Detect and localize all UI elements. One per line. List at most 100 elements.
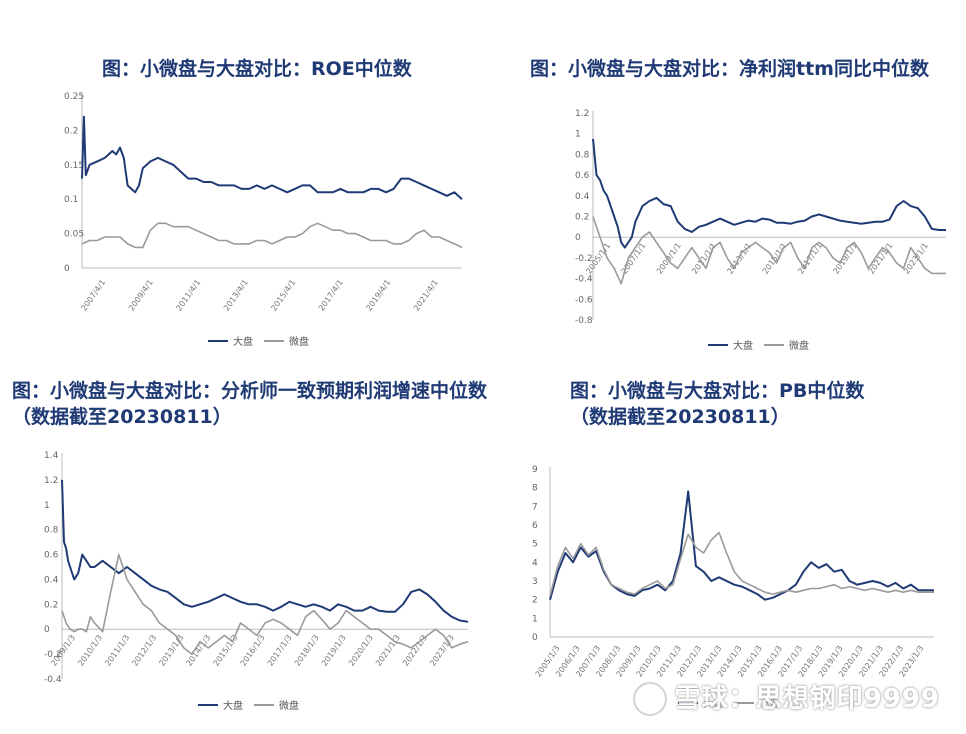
chart4-subtitle: （数据截至20230811） xyxy=(570,406,790,428)
x-tick-label: 2012/1/3 xyxy=(130,633,158,668)
series-line-large-cap xyxy=(81,115,463,200)
y-tick-label: 0.4 xyxy=(44,575,59,585)
x-tick-label: 2010/1/3 xyxy=(635,644,663,679)
x-tick-label: 2015/1/3 xyxy=(212,633,240,668)
x-tick-label: 2008/1/3 xyxy=(594,644,622,679)
x-tick-label: 2020/1/3 xyxy=(347,633,375,668)
y-tick-label: 0 xyxy=(64,264,70,274)
x-tick-label: 2016/1/3 xyxy=(239,633,267,668)
x-tick-label: 2012/1/3 xyxy=(675,644,703,679)
y-tick-label: 6 xyxy=(532,521,538,531)
series-line-large-cap xyxy=(592,138,946,249)
x-tick-label: 2017/1/3 xyxy=(776,644,804,679)
y-tick-label: -0.6 xyxy=(575,295,593,305)
y-tick-label: 2 xyxy=(532,596,538,606)
x-tick-label: 2005/1/1 xyxy=(584,241,612,276)
snowball-logo-icon xyxy=(632,682,667,716)
series-line-small-cap xyxy=(61,553,469,655)
x-tick-label: 2013/4/1 xyxy=(222,278,250,313)
legend-label: 微盘 xyxy=(789,339,809,352)
y-tick-label: 0 xyxy=(532,633,538,643)
y-tick-label: 0.2 xyxy=(575,213,589,223)
y-tick-label: 0.1 xyxy=(64,195,78,205)
x-tick-label: 2019/1/1 xyxy=(831,241,859,276)
x-tick-label: 2009/1/1 xyxy=(655,241,683,276)
x-tick-label: 2021/1/3 xyxy=(374,633,402,668)
x-tick-label: 2013/1/3 xyxy=(695,644,723,679)
y-tick-label: 1.4 xyxy=(44,451,59,461)
legend-label: 大盘 xyxy=(223,699,243,712)
legend-label: 微盘 xyxy=(279,699,299,712)
y-tick-label: 8 xyxy=(532,484,538,494)
y-tick-label: 0.2 xyxy=(64,126,78,136)
x-tick-label: 2019/1/3 xyxy=(817,644,845,679)
x-tick-label: 2015/4/1 xyxy=(269,278,297,313)
x-tick-label: 2009/4/1 xyxy=(127,278,155,313)
x-tick-label: 2018/1/3 xyxy=(796,644,824,679)
x-tick-label: 2011/1/3 xyxy=(103,633,131,668)
x-tick-label: 2017/1/3 xyxy=(266,633,294,668)
watermark: 雪球：思想钢印9999 xyxy=(632,678,940,716)
y-tick-label: 1 xyxy=(532,614,538,624)
y-tick-label: -0.2 xyxy=(44,650,62,660)
x-tick-label: 2014/1/3 xyxy=(716,644,744,679)
y-tick-label: 0.6 xyxy=(575,171,590,181)
y-tick-label: 0.8 xyxy=(44,526,59,536)
x-tick-label: 2011/4/1 xyxy=(174,278,202,313)
series-line-small-cap xyxy=(592,216,946,285)
chart4-title: 图：小微盘与大盘对比：PB中位数 xyxy=(570,380,865,402)
y-tick-label: -0.4 xyxy=(575,275,593,285)
x-tick-label: 2016/1/3 xyxy=(756,644,784,679)
y-tick-label: 3 xyxy=(532,577,538,587)
x-tick-label: 2007/1/1 xyxy=(620,241,648,276)
x-tick-label: 2021/1/3 xyxy=(857,644,885,679)
x-tick-label: 2009/1/3 xyxy=(615,644,643,679)
y-tick-label: 7 xyxy=(532,502,538,512)
y-tick-label: 0.8 xyxy=(575,150,590,160)
chart2-title: 图：小微盘与大盘对比：净利润ttm同比中位数 xyxy=(530,58,929,80)
y-tick-label: 0.15 xyxy=(64,161,84,171)
x-tick-label: 2021/4/1 xyxy=(412,278,440,313)
x-tick-label: 2007/4/1 xyxy=(79,278,107,313)
y-tick-label: 5 xyxy=(532,540,538,550)
x-tick-label: 2010/1/3 xyxy=(76,633,104,668)
series-line-large-cap xyxy=(549,490,934,601)
x-tick-label: 2014/1/3 xyxy=(185,633,213,668)
x-tick-label: 2011/1/1 xyxy=(690,241,718,276)
x-tick-label: 2006/1/3 xyxy=(554,644,582,679)
x-tick-label: 2021/1/1 xyxy=(867,241,895,276)
x-tick-label: 2011/1/3 xyxy=(655,644,683,679)
x-tick-label: 2013/1/3 xyxy=(157,633,185,668)
series-line-large-cap xyxy=(61,479,469,623)
legend-label: 大盘 xyxy=(733,339,753,352)
y-tick-label: 0.4 xyxy=(575,192,590,202)
x-tick-label: 2005/1/3 xyxy=(534,644,562,679)
chart1-title: 图：小微盘与大盘对比：ROE中位数 xyxy=(102,58,412,80)
x-tick-label: 2022/1/3 xyxy=(877,644,905,679)
y-tick-label: 1 xyxy=(44,501,50,511)
y-tick-label: 0.25 xyxy=(64,92,84,102)
x-tick-label: 2013/1/1 xyxy=(726,241,754,276)
y-tick-label: 0 xyxy=(44,625,50,635)
legend-label: 大盘 xyxy=(233,335,253,348)
x-tick-label: 2009/1/3 xyxy=(49,633,77,668)
y-tick-label: 0 xyxy=(575,233,581,243)
y-tick-label: 0.2 xyxy=(44,600,58,610)
x-tick-label: 2022/1/3 xyxy=(401,633,429,668)
y-tick-label: 1.2 xyxy=(575,109,589,119)
x-tick-label: 2019/4/1 xyxy=(364,278,392,313)
series-line-small-cap xyxy=(549,531,934,597)
y-tick-label: 0.05 xyxy=(64,230,84,240)
series-line-small-cap xyxy=(81,222,463,249)
legend-label: 微盘 xyxy=(289,335,309,348)
x-tick-label: 2019/1/3 xyxy=(320,633,348,668)
x-tick-label: 2017/1/1 xyxy=(796,241,824,276)
y-tick-label: 1.2 xyxy=(44,476,58,486)
x-tick-label: 2017/4/1 xyxy=(317,278,345,313)
x-tick-label: 2023/1/1 xyxy=(902,241,930,276)
watermark-text: 雪球：思想钢印9999 xyxy=(674,683,940,714)
y-tick-label: 0.6 xyxy=(44,551,59,561)
